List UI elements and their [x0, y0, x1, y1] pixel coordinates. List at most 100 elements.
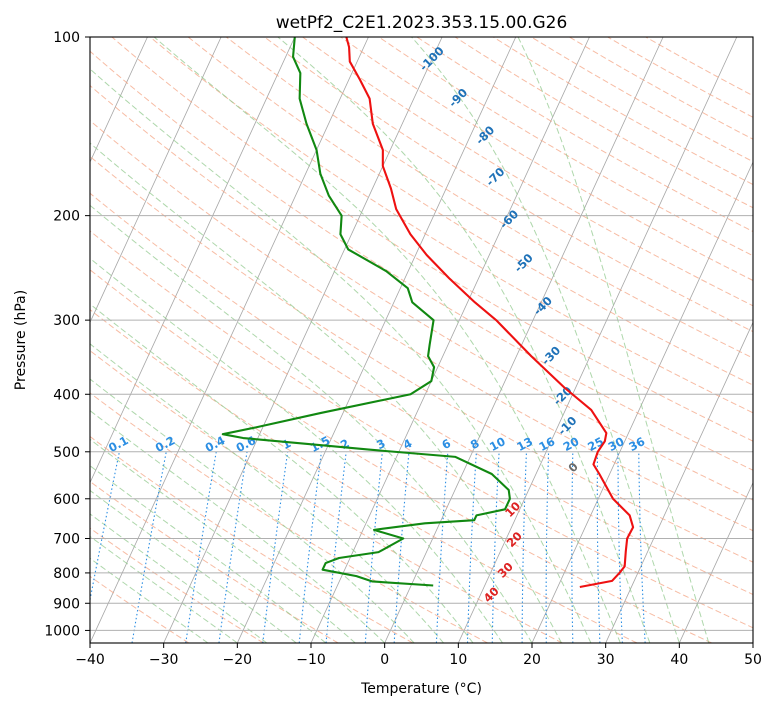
- y-tick-label: 700: [53, 532, 80, 548]
- dry-adiabat-line: [378, 37, 753, 257]
- dry-adiabat-line: [492, 37, 753, 186]
- dry-adiabat-line: [90, 155, 753, 563]
- x-tick-label: 40: [670, 652, 688, 668]
- dry-adiabat-line: [90, 435, 414, 643]
- isotherm-line: [457, 37, 738, 643]
- moist-adiabat-line: [90, 204, 533, 643]
- isotherm-line: [605, 321, 753, 643]
- x-tick-label: 20: [523, 652, 541, 668]
- dry-adiabat-line: [264, 37, 753, 333]
- isotherm-line: [531, 161, 753, 643]
- moist-adiabat-line: [153, 37, 621, 643]
- dry-adiabat-line: [90, 119, 753, 532]
- mixing-ratio-label: 13: [514, 434, 535, 454]
- moist-adiabat-line: [517, 37, 710, 643]
- x-tick-label: 0: [380, 652, 389, 668]
- mixing-ratio-label: 16: [536, 434, 557, 454]
- moist-adiabat-line: [277, 37, 651, 643]
- dry-adiabat-line: [90, 480, 339, 643]
- mixing-ratio-line: [218, 451, 248, 643]
- dry-adiabat-line: [340, 37, 753, 282]
- isotherm-line: [90, 37, 148, 164]
- moist-adiabat-line: [410, 37, 680, 643]
- dry-adiabat-label: 0: [565, 460, 581, 476]
- y-axis-label: Pressure (hPa): [13, 290, 29, 390]
- moist-adiabat-line: [90, 257, 503, 643]
- chart-title: wetPf2_C2E1.2023.353.15.00.G26: [276, 13, 568, 33]
- y-tick-label: 500: [53, 445, 80, 461]
- mixing-ratio-line: [185, 451, 217, 643]
- moist-adiabat-line: [90, 68, 592, 643]
- dry-adiabat-label: -10: [555, 413, 580, 438]
- y-tick-label: 800: [53, 566, 80, 582]
- temperature-profile: [345, 37, 635, 589]
- plot-frame: [89, 36, 754, 644]
- isotherm-line: [0, 37, 74, 643]
- isotherm-line: [163, 37, 443, 643]
- moist-adiabat-line: [90, 535, 238, 643]
- x-tick-label: −20: [223, 652, 253, 668]
- moist-adiabat-line: [90, 303, 474, 643]
- dry-adiabat-line: [90, 575, 190, 643]
- mixing-ratio-line: [571, 451, 574, 643]
- y-tick-label: 600: [53, 492, 80, 508]
- moist-adiabat-label: 30: [495, 559, 516, 580]
- dry-adiabat-label: -50: [511, 251, 536, 276]
- mixing-ratio-line: [466, 451, 477, 643]
- mixing-ratio-line: [364, 451, 383, 643]
- mixing-ratio-label: 6: [439, 436, 453, 452]
- mixing-ratio-label: 36: [626, 434, 647, 454]
- x-tick-label: −10: [296, 652, 326, 668]
- dry-adiabat-line: [531, 37, 753, 163]
- y-tick-label: 100: [53, 30, 80, 46]
- dry-adiabat-label: -60: [497, 207, 522, 232]
- y-tick-label: 1000: [44, 623, 80, 639]
- dry-adiabat-line: [607, 37, 753, 118]
- line-labels: -100-90-80-70-60-50-40-30-20-10010203040…: [106, 44, 647, 606]
- mixing-ratio-line: [90, 451, 120, 603]
- isotherm-line: [90, 37, 369, 643]
- dry-adiabat-line: [90, 350, 563, 643]
- background-lines: [0, 37, 753, 643]
- moist-adiabat-line: [90, 409, 386, 643]
- isotherm-line: [90, 37, 296, 484]
- y-tick-label: 300: [53, 313, 80, 329]
- dry-adiabat-label: -40: [530, 294, 555, 319]
- mixing-ratio-label: 20: [561, 434, 582, 454]
- dry-adiabat-line: [111, 37, 753, 442]
- dry-adiabat-line: [225, 37, 753, 359]
- mixing-ratio-line: [393, 451, 410, 643]
- dewpoint-profile: [221, 37, 511, 587]
- isotherm-line: [384, 37, 664, 643]
- dry-adiabat-line: [90, 269, 712, 643]
- dry-adiabat-line: [90, 230, 753, 629]
- mixing-ratio-label: 10: [487, 434, 508, 454]
- mixing-ratio-line: [131, 451, 167, 643]
- y-tick-label: 400: [53, 387, 80, 403]
- mixing-ratio-label: 4: [401, 436, 415, 452]
- moist-adiabat-line: [90, 489, 297, 643]
- moist-adiabat-line: [90, 513, 268, 643]
- x-tick-label: 50: [744, 652, 762, 668]
- mixing-ratio-line: [325, 451, 347, 643]
- dry-adiabat-line: [90, 392, 488, 643]
- dry-adiabat-line: [149, 37, 753, 414]
- mixing-ratio-line: [262, 451, 289, 643]
- x-axis-label: Temperature (°C): [360, 681, 482, 697]
- moist-adiabat-line: [90, 465, 327, 643]
- dry-adiabat-line: [90, 84, 753, 501]
- mixing-ratio-line: [545, 451, 550, 643]
- isotherm-line: [752, 642, 753, 643]
- mixing-ratio-label: 1: [280, 436, 294, 452]
- isotherm-line: [236, 37, 517, 643]
- dry-adiabat-line: [187, 37, 753, 386]
- dry-adiabat-line: [302, 37, 753, 307]
- x-tick-label: −40: [75, 652, 105, 668]
- axes-ticks: −40 −30 −20 −10 0 10 20 30 40 5010009008007006005…: [44, 30, 762, 668]
- x-tick-label: 10: [449, 652, 467, 668]
- mixing-ratio-line: [596, 451, 601, 643]
- profile-series: [221, 37, 635, 589]
- y-tick-label: 200: [53, 209, 80, 225]
- moist-adiabat-line: [90, 438, 356, 643]
